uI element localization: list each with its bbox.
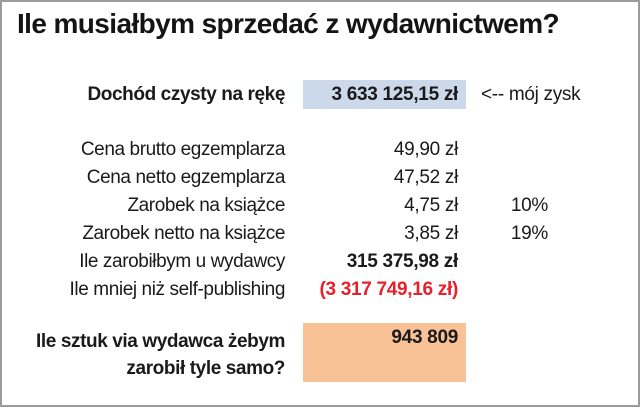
row-label: Zarobek na książce [127,195,285,216]
row-label: Zarobek netto na książce [82,223,285,244]
table-row: Cena brutto egzemplarza 49,90 zł [2,136,638,164]
profit-value: 3 633 125,15 zł [331,84,459,105]
row-value: 3,85 zł [404,223,458,244]
table-row: Ile zarobiłbym u wydawcy 315 375,98 zł [2,248,638,276]
table-row: Zarobek netto na książce 3,85 zł 19% [2,220,638,248]
table-row: Zarobek na książce 4,75 zł 10% [2,192,638,220]
row-value: 4,75 zł [404,195,458,216]
row-label: Cena netto egzemplarza [86,167,286,188]
units-row: Ile sztuk via wydawca żebym zarobił tyle … [2,323,638,382]
table-row: Cena netto egzemplarza 47,52 zł [2,164,638,192]
row-value: 49,90 zł [393,139,458,160]
units-label: Ile sztuk via wydawca żebym zarobił tyle … [36,331,285,379]
row-label: Ile zarobiłbym u wydawcy [79,251,285,272]
profit-row: Dochód czysty na rękę 3 633 125,15 zł <-… [2,80,638,109]
units-value: 943 809 [391,327,458,348]
row-value-negative: (3 317 749,16 zł) [319,279,458,300]
profit-annotation: <-- mój zysk [481,84,581,105]
row-percent: 10% [510,195,548,216]
units-value-cell[interactable]: 943 809 [303,323,466,382]
profit-label: Dochód czysty na rękę [87,84,285,105]
row-label: Cena brutto egzemplarza [80,139,286,160]
row-percent: 19% [510,223,548,244]
row-value: 315 375,98 zł [346,251,459,272]
table-row: Ile mniej niż self-publishing (3 317 749… [2,276,638,304]
profit-value-cell[interactable]: 3 633 125,15 zł [303,80,466,109]
row-label: Ile mniej niż self-publishing [69,279,286,300]
row-value: 47,52 zł [393,167,458,188]
page-title: Ile musiałbym sprzedać z wydawnictwem? [17,8,560,39]
